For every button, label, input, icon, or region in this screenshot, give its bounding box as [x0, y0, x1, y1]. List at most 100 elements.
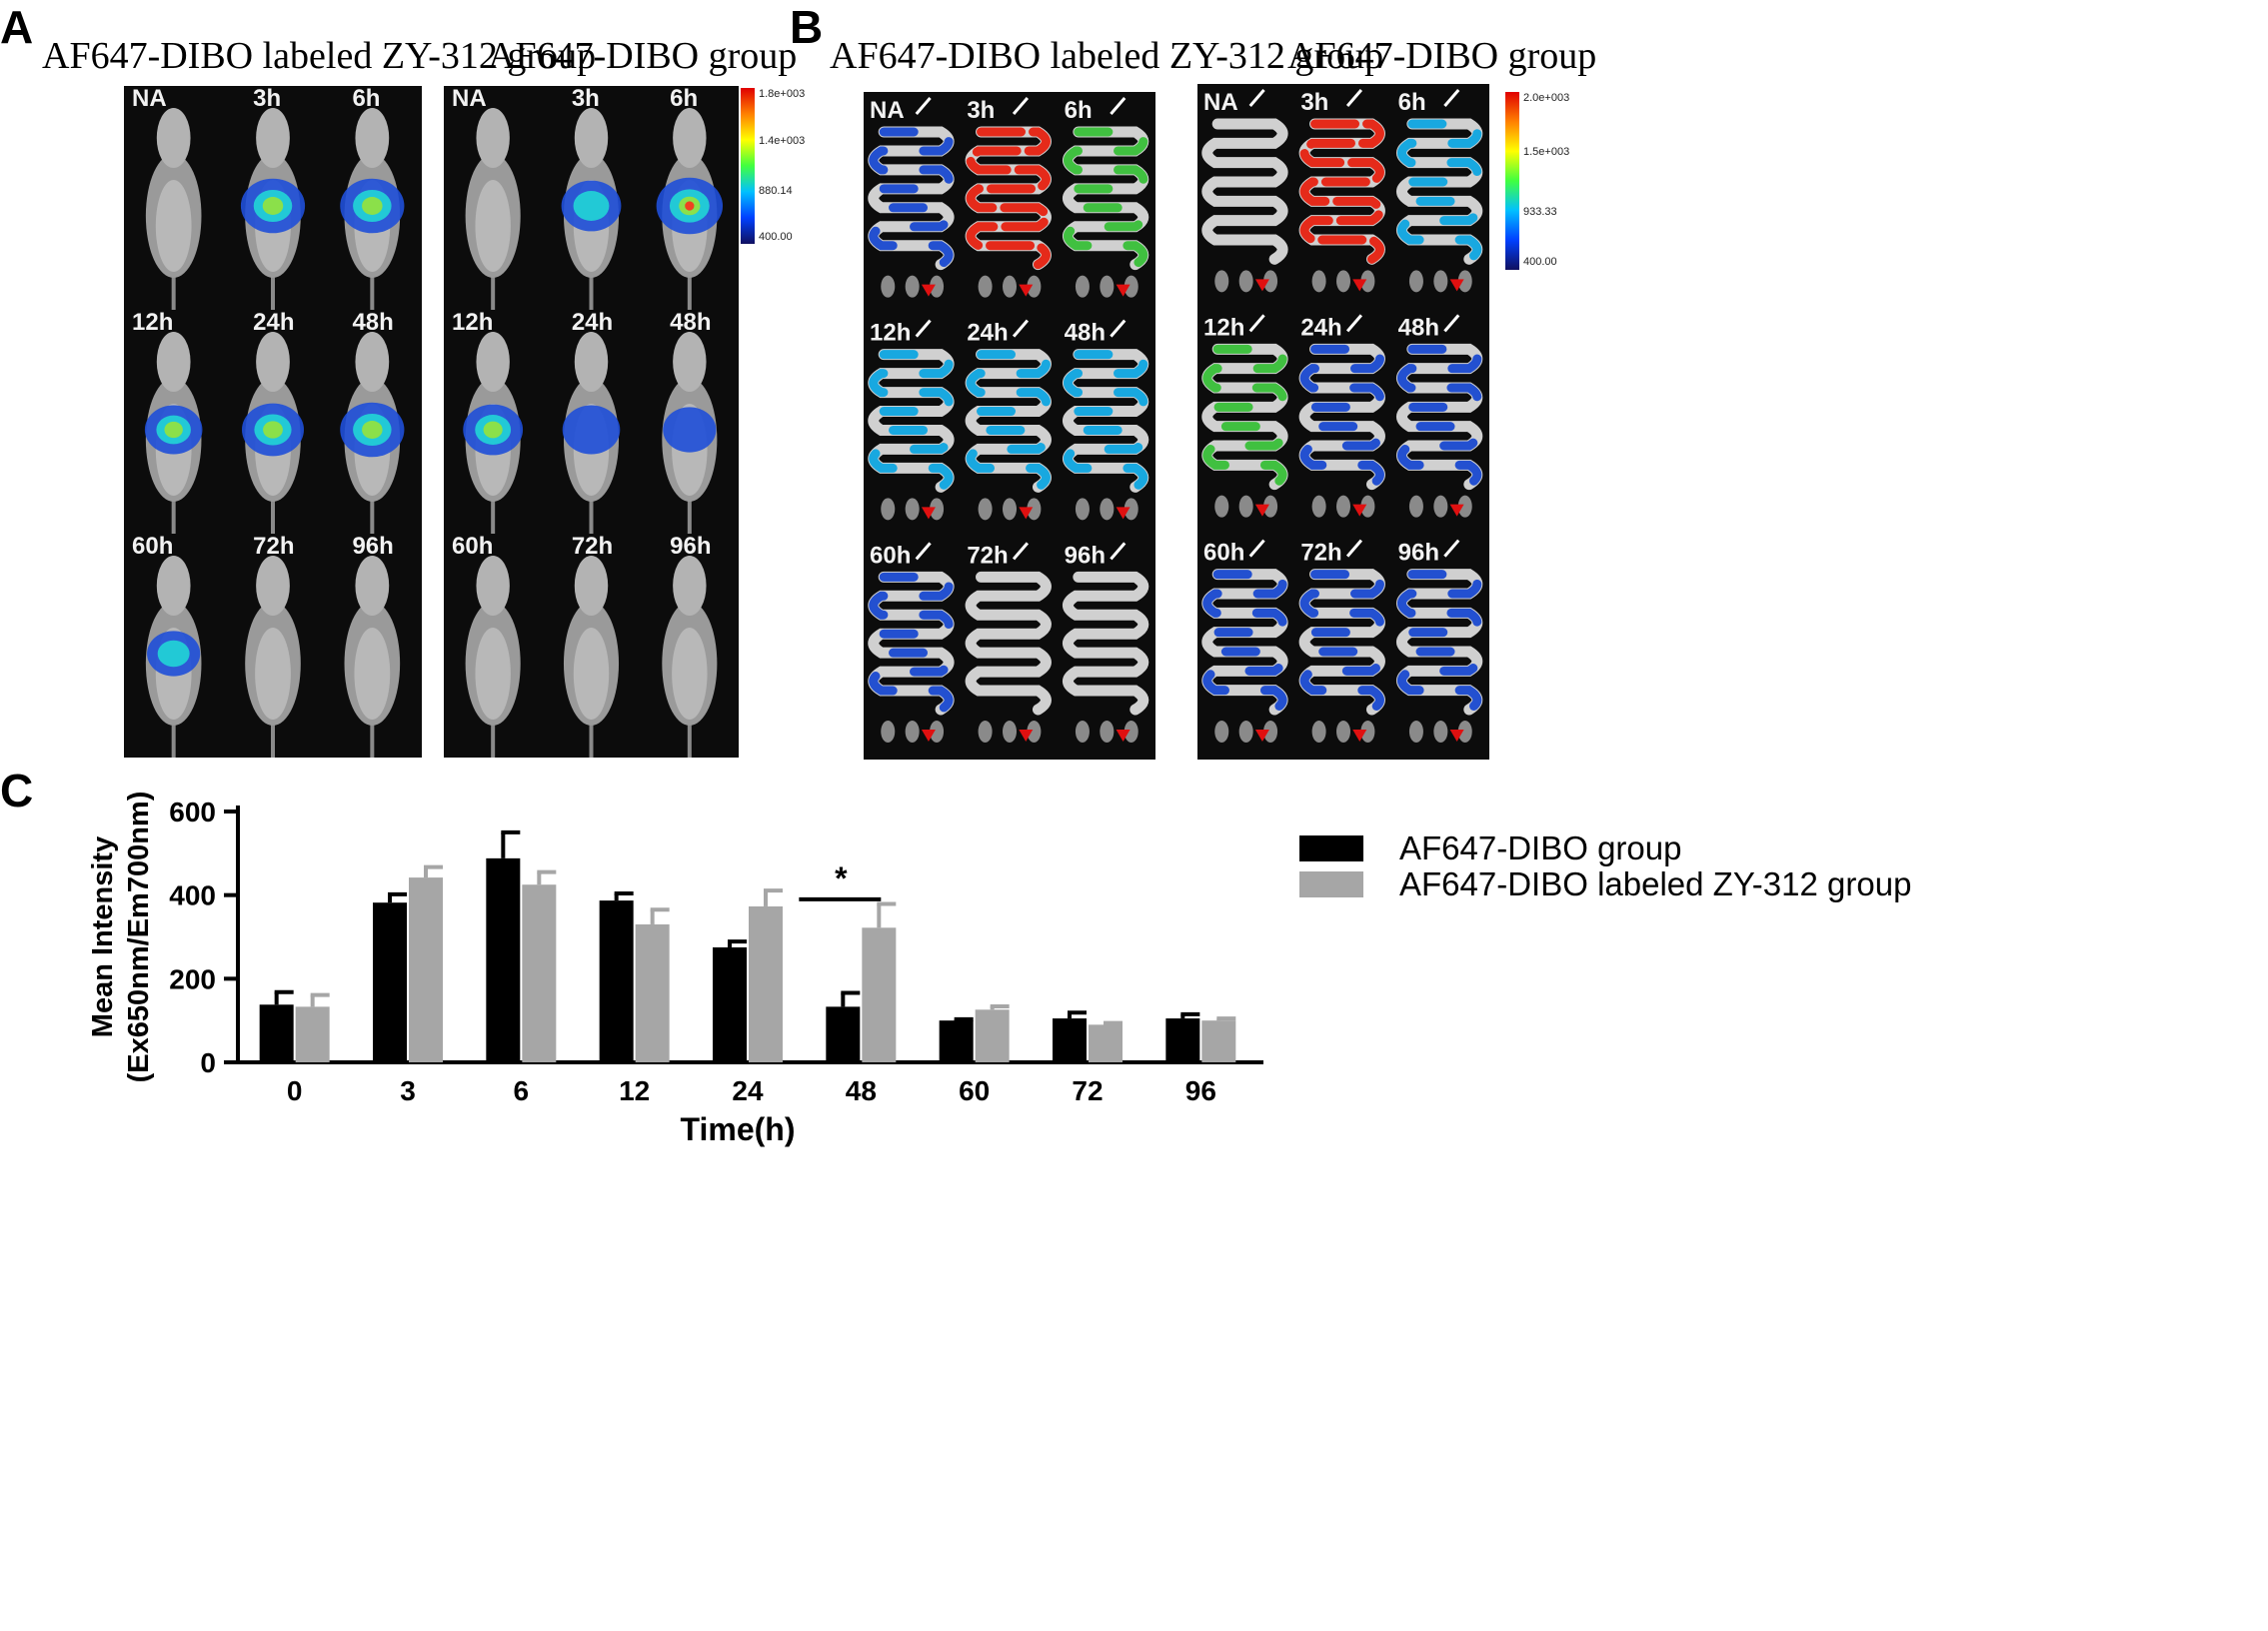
white-arrow-icon	[915, 319, 932, 338]
time-label: 96h	[670, 533, 711, 560]
intestine-image	[1201, 314, 1288, 518]
red-arrow-icon	[1116, 730, 1131, 742]
heat-signal	[1064, 350, 1148, 492]
intestine-image	[1298, 314, 1385, 518]
bar	[1053, 1018, 1087, 1062]
red-arrow-icon	[1116, 284, 1131, 297]
panel-a-title-zy312: AF647-DIBO labeled ZY-312 group	[42, 35, 597, 77]
mouse-image	[145, 108, 202, 310]
bar	[259, 1004, 294, 1062]
panel-a-label: A	[0, 1, 34, 53]
time-label: 48h	[1065, 320, 1106, 347]
heat-spot	[263, 421, 283, 439]
time-label: 3h	[572, 86, 600, 112]
bar	[1201, 1020, 1236, 1062]
mouse-image	[340, 332, 405, 534]
bar	[862, 927, 897, 1062]
y-axis-label: Mean Intensity	[87, 836, 119, 1037]
intestine-image	[1063, 542, 1149, 743]
time-label: 60h	[870, 542, 911, 569]
panel-b-label: B	[790, 1, 824, 53]
y-axis-label-units: (Ex650nm/Em700nm)	[123, 792, 155, 1083]
red-arrow-icon	[1352, 279, 1367, 292]
bar	[295, 1006, 330, 1062]
x-tick-label: 3	[400, 1075, 416, 1106]
heat-spot	[262, 197, 284, 215]
heat-signal	[1202, 570, 1287, 715]
intestine-image	[1201, 89, 1288, 293]
bar	[409, 877, 443, 1062]
heat-spot	[685, 201, 695, 211]
scale-bar-a: 1.8e+003 1.4e+003 880.14 400.00	[741, 88, 805, 248]
heat-spot	[573, 191, 610, 221]
bar	[522, 884, 557, 1062]
bar	[939, 1020, 974, 1062]
time-label: 12h	[870, 320, 911, 347]
heat-signal	[1299, 344, 1384, 490]
mouse-image	[144, 332, 203, 534]
bar	[599, 900, 634, 1062]
panel-b-left-image: NA 3h 6h 12h 24h 48h 60h 72h 96h	[864, 92, 1155, 760]
white-arrow-icon	[1110, 319, 1127, 338]
x-tick-label: 6	[514, 1075, 530, 1106]
heat-spot	[362, 197, 383, 215]
x-tick-label: 12	[619, 1075, 650, 1106]
mouse-image	[344, 556, 401, 758]
mouse-grid-a-right: NA 3h 6h 12h 24h 48h 60h 72h 96h	[452, 86, 724, 758]
time-label: 6h	[352, 86, 380, 112]
heat-signal	[1397, 119, 1482, 264]
scale-gradient-a	[741, 88, 755, 244]
time-label: NA	[452, 86, 487, 112]
mouse-image	[465, 556, 521, 758]
panel-b-right-image: NA 3h 6h 12h 24h 48h 60h 72h 96h	[1197, 84, 1489, 760]
intestine-grid-b-right: NA 3h 6h 12h 24h 48h 60h 72h 96h	[1201, 89, 1483, 743]
white-arrow-icon	[915, 542, 932, 561]
white-arrow-icon	[1248, 539, 1265, 558]
time-label: 60h	[1203, 540, 1244, 567]
heat-signal	[869, 127, 954, 270]
white-arrow-icon	[1012, 319, 1030, 338]
scale-a-min: 400.00	[759, 231, 793, 243]
red-arrow-icon	[1116, 507, 1131, 520]
bar	[373, 902, 407, 1062]
mouse-image	[463, 332, 524, 534]
mouse-image	[245, 556, 301, 758]
mouse-image	[563, 556, 620, 758]
bar	[975, 1009, 1010, 1062]
time-label: 24h	[253, 309, 294, 336]
bar	[713, 946, 747, 1062]
x-tick-label: 48	[846, 1075, 877, 1106]
heat-signal	[966, 350, 1051, 492]
white-arrow-icon	[1248, 314, 1265, 333]
scale-bar-b: 2.0e+003 1.5e+003 933.33 400.00	[1505, 92, 1569, 272]
time-label: 96h	[1398, 540, 1439, 567]
red-arrow-icon	[1449, 504, 1464, 517]
red-arrow-icon	[1254, 504, 1269, 517]
red-arrow-icon	[1449, 279, 1464, 292]
intestine-image	[1063, 97, 1149, 298]
legend-label: AF647-DIBO labeled ZY-312 group	[1399, 865, 1911, 902]
intestine-image	[965, 542, 1052, 743]
legend-swatch	[1299, 871, 1363, 897]
time-label: 72h	[572, 533, 613, 560]
time-label: 60h	[452, 533, 493, 560]
time-label: 6h	[1065, 97, 1093, 124]
time-label: 12h	[132, 309, 173, 336]
time-label: 24h	[572, 309, 613, 336]
heat-signal	[1397, 344, 1482, 490]
panel-b-title-zy312: AF647-DIBO labeled ZY-312 group	[830, 35, 1384, 77]
y-tick-label: 0	[200, 1047, 216, 1078]
intestine-image	[1396, 539, 1483, 743]
white-arrow-icon	[1345, 89, 1363, 107]
mouse-grid-a-left: NA 3h 6h 12h 24h 48h 60h 72h 96h	[132, 86, 405, 758]
time-label: 48h	[670, 309, 711, 336]
heat-spot	[483, 421, 503, 439]
heat-signal	[869, 572, 954, 715]
time-label: 96h	[352, 533, 393, 560]
x-tick-label: 72	[1072, 1075, 1103, 1106]
heat-signal	[966, 127, 1051, 270]
intestine-image	[868, 542, 955, 743]
time-label: 3h	[967, 97, 995, 124]
scale-a-upper: 1.4e+003	[759, 135, 806, 147]
intestine-image	[1298, 539, 1385, 743]
